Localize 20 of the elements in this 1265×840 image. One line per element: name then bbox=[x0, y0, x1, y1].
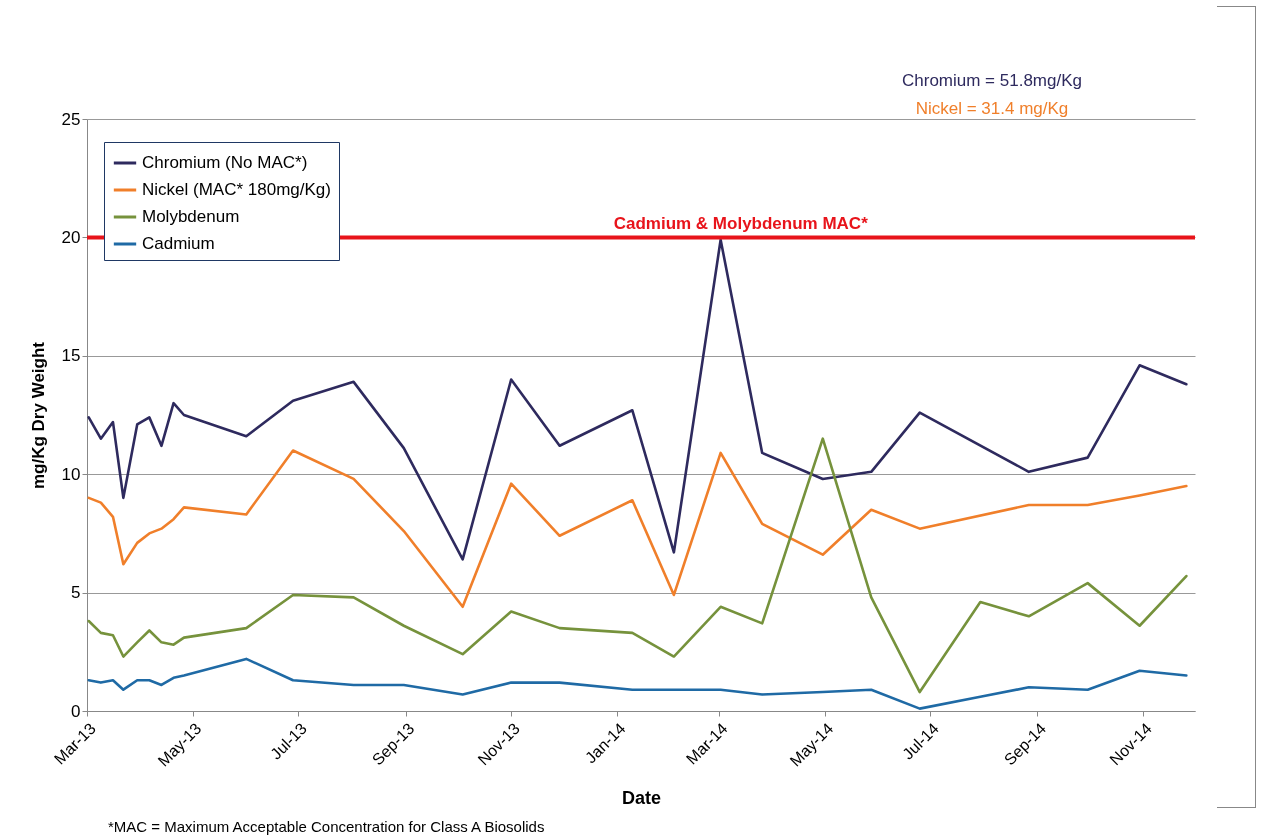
y-tick-label: 25 bbox=[61, 109, 81, 129]
line-series bbox=[87, 238, 1188, 561]
text: Chromium = 51.8mg/Kg bbox=[902, 71, 1082, 90]
legend-label: Chromium (No MAC*) bbox=[142, 153, 308, 172]
y-tick-label: 0 bbox=[71, 701, 81, 721]
y-axis-title: mg/Kg Dry Weight bbox=[28, 341, 48, 490]
legend-label: Nickel (MAC* 180mg/Kg) bbox=[142, 180, 331, 199]
y-tick-label: 10 bbox=[61, 464, 81, 484]
text: *MAC = Maximum Acceptable Concentration for Class A Biosolids bbox=[108, 818, 545, 835]
line-series bbox=[87, 437, 1188, 694]
x-axis-title: Date bbox=[621, 787, 662, 808]
y-tick-label: 5 bbox=[71, 583, 81, 603]
line-series bbox=[87, 449, 1188, 609]
y-tick-label: 20 bbox=[61, 227, 81, 247]
legend-label: Cadmium bbox=[142, 234, 215, 253]
ref-line-label: Cadmium & Molybdenum MAC* bbox=[613, 214, 869, 234]
text: Nickel = 31.4 mg/Kg bbox=[915, 99, 1069, 118]
line-series bbox=[87, 657, 1188, 710]
y-tick-label: 15 bbox=[61, 346, 81, 366]
legend-label: Molybdenum bbox=[142, 207, 240, 226]
